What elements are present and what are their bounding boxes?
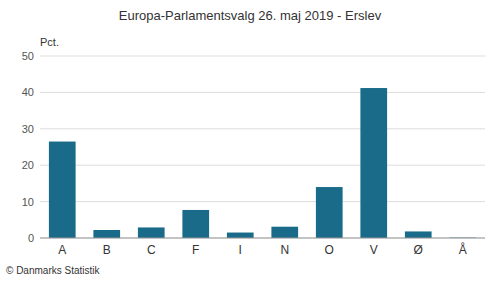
x-tick-label: B [103, 243, 111, 257]
y-tick-label: 0 [28, 232, 34, 244]
title: Europa-Parlamentsvalg 26. maj 2019 - Ers… [119, 8, 382, 23]
grid-line [40, 165, 485, 166]
x-axis-line [40, 238, 485, 239]
bar [49, 142, 76, 238]
grid [40, 56, 485, 238]
bar [271, 227, 298, 238]
bar [316, 187, 343, 238]
x-tick-label: O [325, 243, 334, 257]
x-tick-label: N [280, 243, 289, 257]
y-tick-label: 40 [22, 86, 34, 98]
grid-line [40, 238, 485, 239]
y-tick-label: 30 [22, 123, 34, 135]
grid-line [40, 92, 485, 93]
grid-line [40, 56, 485, 57]
x-tick-label: A [58, 243, 66, 257]
y-tick-label: 50 [22, 50, 34, 62]
x-tick-label: C [147, 243, 156, 257]
chart-container: Europa-Parlamentsvalg 26. maj 2019 - Ers… [0, 0, 500, 282]
x-tick-label: F [192, 243, 199, 257]
x-tick-label: Ø [414, 243, 423, 257]
x-tick-label: Å [459, 242, 467, 257]
bar [227, 233, 254, 238]
bar [360, 88, 387, 238]
y-tick-label: 10 [22, 196, 34, 208]
x-tick-label: V [370, 243, 378, 257]
grid-line [40, 201, 485, 202]
bar [182, 210, 209, 238]
y-tick-label: 20 [22, 159, 34, 171]
bars [49, 88, 476, 238]
footer: © Danmarks Statistik [6, 265, 101, 276]
bar [93, 230, 120, 238]
y-axis-label: Pct. [40, 36, 59, 48]
bar [138, 227, 165, 238]
bar [405, 231, 432, 238]
chart: Europa-Parlamentsvalg 26. maj 2019 - Ers… [0, 0, 500, 282]
grid-line [40, 128, 485, 129]
x-tick-label: I [239, 243, 242, 257]
